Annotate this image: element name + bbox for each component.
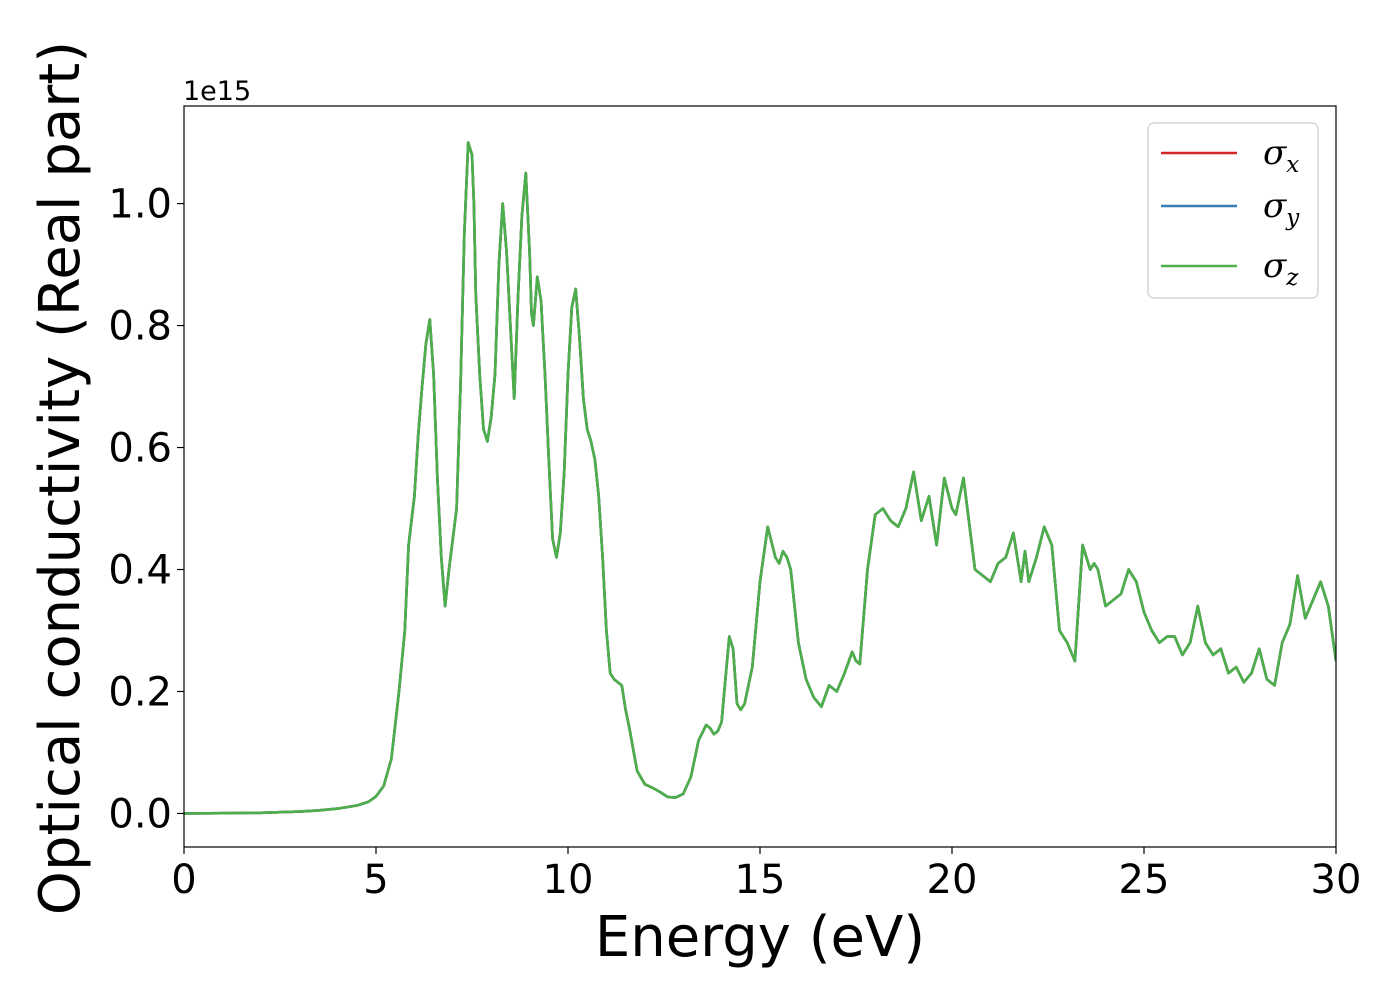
- y-axis: 0.0 0.2 0.4 0.6 0.8 1.0: [108, 182, 184, 837]
- legend-label-z: σz: [1263, 246, 1299, 291]
- x-tick-label: 15: [735, 857, 786, 903]
- x-tick-label: 10: [543, 857, 594, 903]
- x-tick-label: 20: [927, 857, 978, 903]
- y-tick-label: 1.0: [108, 182, 172, 228]
- y-tick-label: 0.4: [108, 548, 172, 594]
- x-tick-label: 5: [363, 857, 388, 903]
- series-lines: [184, 141, 1336, 815]
- legend-symbol: σ: [1263, 133, 1287, 173]
- legend-label-x: σx: [1263, 133, 1299, 178]
- x-axis-title: Energy (eV): [595, 905, 925, 970]
- y-offset-label: 1e15: [183, 76, 251, 107]
- x-tick-label: 0: [171, 857, 196, 903]
- y-tick-label: 0.8: [108, 304, 172, 350]
- series-line-z: [184, 141, 1336, 815]
- x-axis: 0 5 10 15 20 25 30: [171, 847, 1361, 903]
- y-tick-label: 0.6: [108, 426, 172, 472]
- y-axis-title: Optical conductivity (Real part): [28, 41, 93, 915]
- legend-symbol: σ: [1263, 186, 1287, 226]
- y-tick-label: 0.0: [108, 791, 172, 837]
- x-tick-label: 30: [1311, 857, 1362, 903]
- legend-subscript: y: [1285, 205, 1300, 231]
- legend-box: [1147, 122, 1319, 299]
- legend-label-y: σy: [1263, 186, 1300, 231]
- legend-subscript: z: [1285, 265, 1299, 291]
- legend-symbol: σ: [1263, 246, 1287, 286]
- legend-subscript: x: [1286, 152, 1299, 178]
- y-tick-label: 0.2: [108, 669, 172, 715]
- x-tick-label: 25: [1119, 857, 1170, 903]
